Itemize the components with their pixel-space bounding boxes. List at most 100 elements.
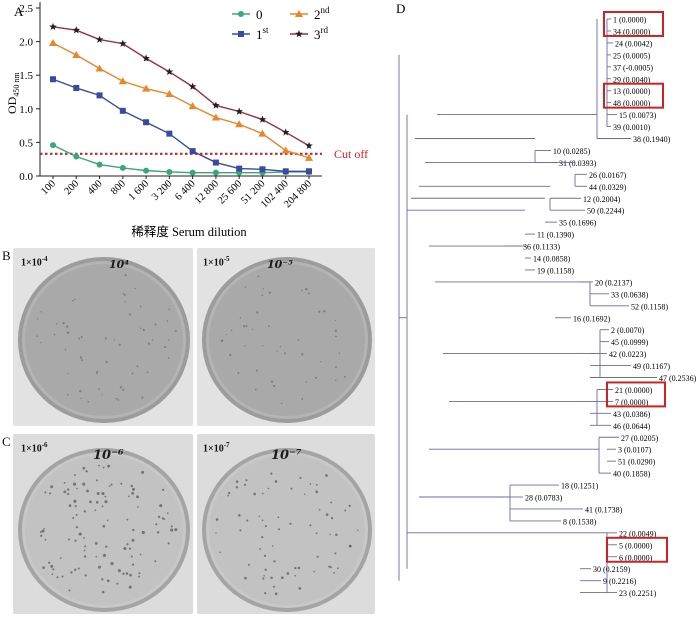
colony-dot (85, 470, 88, 473)
handwritten-note-b-right: 10⁻⁵ (267, 258, 293, 271)
colony-dot (166, 320, 169, 322)
colony-dot (348, 504, 351, 507)
colony-dot (118, 343, 121, 346)
colony-dot (274, 592, 278, 596)
colony-dot (161, 488, 165, 492)
colony-dot (67, 372, 69, 375)
plate-dish-c-left (18, 448, 190, 612)
colony-dot (219, 551, 221, 554)
colony-dot (309, 483, 312, 485)
highlight-box (603, 11, 664, 37)
highlight-box (606, 536, 668, 563)
leaf-label: 13 (0.0000) (613, 87, 651, 96)
colony-dot (52, 568, 55, 571)
colony-dot (84, 574, 87, 577)
colony-dot (170, 525, 173, 528)
colony-dot (53, 333, 56, 336)
data-point (258, 129, 267, 137)
colony-dot (323, 310, 326, 313)
colony-dot (122, 388, 125, 391)
leaf-label: 5 (0.0000) (619, 541, 653, 550)
x-tick-label: 1 600 (127, 178, 151, 202)
dilution-label-c-left: 1×10-6 (21, 441, 48, 455)
colony-dot (318, 310, 321, 313)
colony-dot (132, 487, 135, 491)
colony-dot (261, 519, 264, 522)
colony-dot (230, 329, 233, 331)
leaf-label: 35 (0.1696) (559, 219, 597, 228)
colony-dot (117, 569, 121, 573)
colony-dot (344, 375, 346, 378)
colony-dot (123, 547, 127, 551)
colony-dot (137, 506, 139, 508)
colony-dot (83, 537, 85, 539)
colony-dot (272, 384, 276, 388)
colony-dot (333, 572, 335, 574)
legend-label: 0 (256, 7, 263, 22)
colony-dot (279, 345, 282, 348)
data-point (305, 141, 313, 149)
leaf-label: 44 (0.0329) (589, 183, 627, 192)
colony-dot (334, 329, 337, 332)
y-tick-label: 0.0 (19, 171, 33, 183)
colony-dot (41, 529, 45, 533)
colony-dot (157, 515, 161, 519)
colony-dot (215, 518, 219, 521)
data-point (188, 102, 197, 110)
colony-dot (122, 293, 125, 295)
handwritten-note-c-left: 10⁻⁶ (93, 448, 124, 463)
colony-dot (335, 533, 338, 537)
colony-dot (63, 481, 66, 484)
colony-dot (228, 491, 231, 495)
data-point (96, 92, 103, 99)
colony-dot (98, 464, 100, 467)
leaf-label: 7 (0.0000) (615, 398, 649, 407)
y-tick-label: 0.5 (19, 137, 33, 149)
colony-dot (107, 464, 111, 468)
colony-dot (115, 397, 118, 400)
colony-dot (76, 487, 78, 490)
colony-dot (329, 533, 331, 536)
colony-dot (104, 500, 108, 504)
colony-dot (84, 545, 87, 548)
leaf-label: 2 (0.0070) (611, 326, 645, 335)
leaf-label: 25 (0.0005) (613, 51, 651, 60)
series-0 (50, 142, 312, 176)
handwritten-note-b-left: 10⁴ (109, 258, 130, 271)
colony-dot (66, 492, 70, 496)
colony-dot (43, 528, 45, 530)
leaf-label: 1 (0.0000) (613, 16, 647, 25)
colony-dot (334, 552, 337, 555)
data-point (119, 164, 126, 171)
data-point (236, 165, 243, 172)
colony-dot (301, 353, 304, 356)
data-point (72, 26, 81, 34)
leaf-label: 34 (0.0000) (613, 27, 651, 36)
colony-dot (86, 489, 89, 493)
colony-dot (167, 357, 170, 359)
colony-dot (71, 299, 74, 302)
colony-dot (130, 484, 134, 488)
leaf-label: 40 (0.1858) (613, 470, 651, 479)
colony-dot (245, 325, 248, 328)
colony-dot (270, 472, 273, 475)
colony-dot (95, 500, 99, 504)
leaf-label: 22 (0.0049) (619, 529, 657, 538)
colony-dot (239, 317, 242, 319)
colony-dot (59, 557, 62, 559)
colony-dot (73, 473, 76, 476)
colony-dot (147, 342, 151, 345)
colony-dot (51, 573, 54, 575)
colony-dot (120, 482, 123, 485)
colony-dot (164, 345, 167, 349)
colony-dot (315, 490, 319, 494)
colony-dot (95, 555, 98, 558)
data-point (282, 168, 289, 175)
colony-dot (336, 567, 339, 570)
series-2nd (49, 38, 313, 161)
panel-d-letter: D (396, 1, 405, 16)
leaf-label: 3 (0.0107) (618, 446, 652, 455)
colony-dot (261, 294, 264, 297)
colony-dot (50, 564, 54, 568)
colony-dot (40, 311, 42, 313)
